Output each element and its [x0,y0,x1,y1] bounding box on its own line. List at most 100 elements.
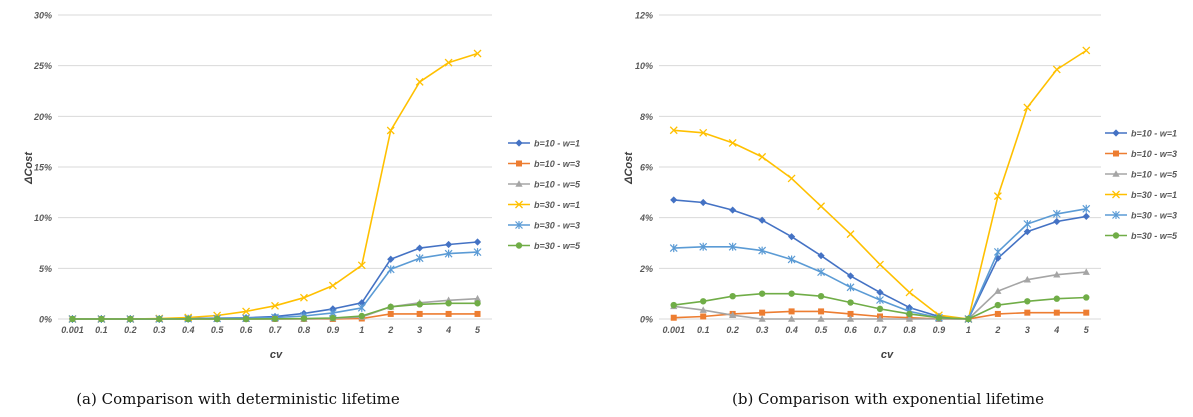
data-point [445,300,452,307]
legend-label: b=30 - w=5 [1131,231,1178,241]
data-point [328,281,337,290]
data-point [357,303,366,312]
series-b30_w5 [670,290,1090,323]
legend-marker [1112,170,1120,177]
x-tick-label: 3 [1025,325,1030,335]
data-point [935,314,943,321]
x-tick-label: 0.5 [211,325,225,335]
y-tick-label: 2% [639,264,653,274]
data-point [445,310,452,317]
data-point [670,314,677,321]
data-point [357,261,366,270]
data-point [473,248,482,257]
legend-marker [515,221,523,229]
data-point [416,244,424,252]
x-tick-label: 5 [475,325,481,335]
data-point [1023,228,1031,236]
data-point [700,298,707,305]
data-point [1023,103,1032,112]
data-point [156,315,163,323]
data-point [300,315,308,322]
data-point [473,238,482,246]
legend-item: b=10 - w=5 [508,180,581,190]
x-tick-label: 3 [417,325,422,335]
legend-label: b=30 - w=1 [1131,190,1177,200]
x-tick-label: 0.2 [124,325,137,335]
x-tick-label: 0.001 [61,325,84,335]
x-tick-label: 0.2 [726,325,739,335]
data-point [818,308,825,315]
data-point [416,301,423,308]
y-tick-label: 12% [635,11,653,21]
data-point [994,301,1002,309]
x-tick-label: 0.001 [662,325,685,335]
data-point [788,315,796,322]
data-point [1023,220,1032,228]
x-tick-label: 0.3 [756,325,769,335]
data-point [1053,309,1060,316]
data-point [787,174,796,183]
data-point [299,293,308,302]
legend-label: b=10 - w=1 [1131,129,1177,139]
x-tick-label: 1 [359,325,364,335]
data-point [416,310,423,317]
x-tick-label: 0.7 [269,325,283,335]
data-point [728,138,737,147]
data-point [728,242,737,251]
y-tick-label: 15% [34,163,52,173]
legend-item: b=10 - w=3 [508,159,580,169]
data-point [474,300,481,307]
legend-label: b=30 - w=3 [1131,211,1177,221]
x-tick-label: 0.1 [95,325,108,335]
data-point [474,310,481,317]
data-point [994,254,1002,262]
data-point [729,293,736,300]
y-axis-title: ΔCost [23,151,35,185]
data-point [1082,204,1091,213]
y-tick-label: 0% [640,315,653,325]
x-tick-label: 0.7 [874,325,888,335]
data-point [445,240,453,249]
legend-marker [516,160,522,167]
data-point [386,265,395,274]
data-point [415,77,424,86]
data-point [847,299,854,306]
x-tick-label: 0.6 [240,325,254,335]
data-point [1052,65,1061,74]
x-tick-label: 0.4 [182,325,195,335]
data-point [473,294,482,302]
data-point [242,315,250,323]
series-b10_w1 [68,238,482,323]
y-axis-title: ΔCost [623,151,635,185]
legend-marker [1112,129,1120,137]
y-tick-label: 25% [33,61,52,71]
legend-item: b=30 - w=5 [508,241,581,251]
data-point [670,301,677,309]
data-point [1023,275,1031,283]
figure-caption: (b) Comparison with exponential lifetime [732,390,1044,408]
data-point [69,315,76,323]
legend-label: b=30 - w=3 [534,221,580,231]
y-tick-label: 0% [39,315,52,325]
data-point [1083,309,1090,316]
y-tick-label: 10% [635,61,653,71]
data-point [788,308,795,315]
data-point [787,255,796,264]
data-point [876,305,884,313]
data-point [387,303,394,311]
data-point [1024,298,1031,305]
data-point [699,128,708,137]
data-point [759,309,766,316]
x-tick-label: 0.9 [327,325,340,335]
series-b30_w5 [69,300,481,323]
legend-item: b=10 - w=5 [1105,170,1178,180]
legend-label: b=10 - w=3 [534,159,580,169]
data-point [758,216,766,224]
x-tick-label: 0.3 [153,325,166,335]
x-tick-label: 0.8 [903,325,916,335]
data-point [758,290,766,297]
data-point [758,152,767,161]
data-point [906,310,913,318]
data-point [817,268,825,277]
x-tick-label: 0.6 [844,325,858,335]
